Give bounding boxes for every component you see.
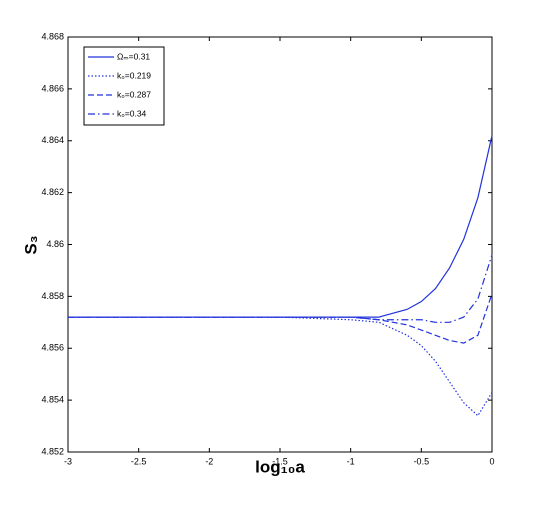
data-line <box>68 254 493 323</box>
y-tick-label: 4.852 <box>41 446 64 456</box>
x-tick-label: -2 <box>205 456 213 466</box>
data-line <box>68 293 493 344</box>
legend-label: k₀=0.219 <box>117 70 151 80</box>
data-line <box>68 316 493 417</box>
legend-label: Ωₘ=0.31 <box>117 51 150 61</box>
y-axis-label: S₃ <box>21 235 40 254</box>
y-tick-label: 4.858 <box>41 291 64 301</box>
x-tick-label: -0.5 <box>414 456 430 466</box>
legend-label: k₀=0.287 <box>117 89 151 99</box>
y-tick-label: 4.86 <box>46 239 64 249</box>
y-tick-label: 4.866 <box>41 83 64 93</box>
x-tick-label: 0 <box>489 456 494 466</box>
x-tick-label: -2.5 <box>131 456 147 466</box>
legend-box <box>83 46 165 126</box>
x-tick-label: -1 <box>347 456 355 466</box>
legend-label: k₀=0.34 <box>117 108 147 118</box>
x-tick-label: -3 <box>64 456 72 466</box>
data-line <box>68 135 493 318</box>
y-tick-label: 4.868 <box>41 31 64 41</box>
y-tick-label: 4.864 <box>41 135 64 145</box>
y-tick-label: 4.862 <box>41 187 64 197</box>
y-tick-label: 4.854 <box>41 395 64 405</box>
x-axis-label: log₁₀a <box>255 457 305 476</box>
y-tick-label: 4.856 <box>41 343 64 353</box>
x-tick-label: -1.5 <box>272 456 288 466</box>
